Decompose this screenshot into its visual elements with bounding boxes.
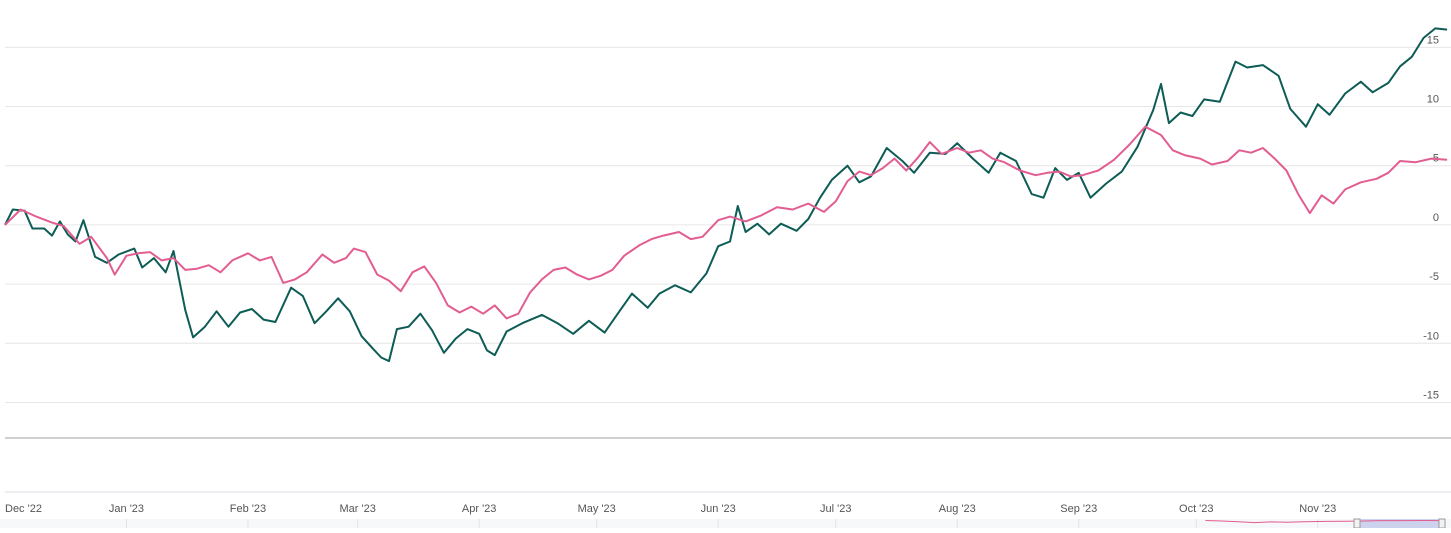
x-tick-label: Sep '23 (1060, 503, 1097, 515)
grid-lines (5, 46, 1451, 403)
y-tick-label: 10 (1427, 94, 1439, 106)
y-tick-label: 0 (1433, 212, 1439, 224)
navigator[interactable] (0, 518, 1451, 529)
navigator-handle-right[interactable] (1438, 518, 1446, 529)
navigator-handle-left[interactable] (1353, 518, 1361, 529)
x-tick-label: Jun '23 (701, 503, 736, 515)
y-tick-label: -5 (1429, 271, 1439, 283)
x-tick-label: Oct '23 (1179, 503, 1214, 515)
x-tick-label: Aug '23 (939, 503, 976, 515)
x-tick-label: Jul '23 (820, 503, 851, 515)
x-tick-label: Nov '23 (1299, 503, 1336, 515)
series-lines (4, 27, 1448, 363)
x-tick-label: May '23 (578, 503, 616, 515)
y-tick-label: 15 (1427, 34, 1439, 46)
navigator-dividers (125, 519, 1319, 528)
navigator-mini-series (1205, 519, 1446, 524)
x-tick-label: Dec '22 (5, 503, 42, 515)
navigator-track[interactable] (0, 519, 1451, 528)
y-tick-label: -10 (1423, 330, 1439, 342)
x-axis-tick-labels: Dec '22 Jan '23 Feb '23 Mar '23 Apr '23 May '… (5, 503, 1336, 515)
series-line-0 (4, 27, 1448, 363)
x-tick-label: Jan '23 (109, 503, 144, 515)
y-tick-label: -15 (1423, 389, 1439, 401)
navigator-selected-range[interactable] (1357, 519, 1442, 528)
x-tick-label: Apr '23 (462, 503, 497, 515)
x-tick-label: Feb '23 (230, 503, 266, 515)
series-line-1 (4, 125, 1448, 320)
x-tick-label: Mar '23 (340, 503, 376, 515)
